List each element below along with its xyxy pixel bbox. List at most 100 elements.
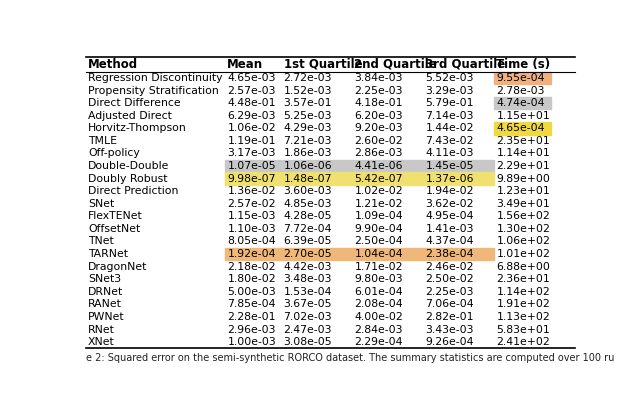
Text: 7.14e-03: 7.14e-03: [426, 111, 474, 121]
Text: 2.28e-01: 2.28e-01: [227, 312, 276, 322]
Text: 4.18e-01: 4.18e-01: [355, 98, 403, 108]
Text: RNet: RNet: [88, 325, 115, 335]
Text: 1.44e-02: 1.44e-02: [426, 123, 474, 133]
Text: 1.19e-01: 1.19e-01: [227, 136, 276, 146]
Text: 6.39e-05: 6.39e-05: [284, 236, 332, 247]
Text: 7.21e-03: 7.21e-03: [284, 136, 332, 146]
Text: SNet3: SNet3: [88, 274, 121, 284]
Text: 1.15e+01: 1.15e+01: [496, 111, 550, 121]
Text: 4.95e-04: 4.95e-04: [426, 211, 474, 222]
Text: SNet: SNet: [88, 199, 114, 209]
Bar: [225, 248, 282, 260]
Bar: [353, 172, 424, 185]
Text: 4.41e-06: 4.41e-06: [355, 161, 403, 171]
Bar: [282, 248, 353, 260]
Text: 7.02e-03: 7.02e-03: [284, 312, 332, 322]
Text: 4.42e-03: 4.42e-03: [284, 262, 332, 272]
Text: 3.17e-03: 3.17e-03: [227, 148, 276, 159]
Text: 7.43e-02: 7.43e-02: [426, 136, 474, 146]
Text: 3.29e-03: 3.29e-03: [426, 85, 474, 96]
Text: 4.65e-04: 4.65e-04: [496, 123, 545, 133]
Text: 2.18e-02: 2.18e-02: [227, 262, 276, 272]
Text: OffsetNet: OffsetNet: [88, 224, 140, 234]
Text: 2.41e+02: 2.41e+02: [496, 337, 550, 347]
Text: 9.98e-07: 9.98e-07: [227, 173, 276, 184]
Text: 9.20e-03: 9.20e-03: [355, 123, 403, 133]
Text: 4.48e-01: 4.48e-01: [227, 98, 276, 108]
Text: 2.25e-03: 2.25e-03: [355, 85, 403, 96]
Text: 3.08e-05: 3.08e-05: [284, 337, 332, 347]
Text: 9.26e-04: 9.26e-04: [426, 337, 474, 347]
Text: 1.80e-02: 1.80e-02: [227, 274, 276, 284]
Text: 3.67e-05: 3.67e-05: [284, 299, 332, 309]
Text: 1.00e-03: 1.00e-03: [227, 337, 276, 347]
Text: Method: Method: [88, 58, 138, 71]
Text: 1.94e-02: 1.94e-02: [426, 186, 474, 196]
Text: 4.65e-03: 4.65e-03: [227, 73, 276, 83]
Text: 2.86e-03: 2.86e-03: [355, 148, 403, 159]
Text: 5.25e-03: 5.25e-03: [284, 111, 332, 121]
Text: 1.45e-05: 1.45e-05: [426, 161, 474, 171]
Text: 1.01e+02: 1.01e+02: [496, 249, 550, 259]
Text: 1.06e+02: 1.06e+02: [496, 236, 550, 247]
Text: 8.05e-04: 8.05e-04: [227, 236, 276, 247]
Text: 5.00e-03: 5.00e-03: [227, 287, 276, 297]
Text: 4.28e-05: 4.28e-05: [284, 211, 332, 222]
Text: 2.35e+01: 2.35e+01: [496, 136, 550, 146]
Text: Time (s): Time (s): [496, 58, 550, 71]
Text: 2.60e-02: 2.60e-02: [355, 136, 403, 146]
Text: 2.70e-05: 2.70e-05: [284, 249, 332, 259]
Text: 4.11e-03: 4.11e-03: [426, 148, 474, 159]
Text: 1.37e-06: 1.37e-06: [426, 173, 474, 184]
Text: 1.41e-03: 1.41e-03: [426, 224, 474, 234]
Text: 5.79e-01: 5.79e-01: [426, 98, 474, 108]
Text: 7.06e-04: 7.06e-04: [426, 299, 474, 309]
Text: 4.37e-04: 4.37e-04: [426, 236, 474, 247]
Text: 2.46e-02: 2.46e-02: [426, 262, 474, 272]
Text: e 2: Squared error on the semi-synthetic RORCO dataset. The summary statistics a: e 2: Squared error on the semi-synthetic…: [86, 353, 614, 363]
Text: 5.52e-03: 5.52e-03: [426, 73, 474, 83]
Text: 3rd Quartile: 3rd Quartile: [426, 58, 506, 71]
Text: 2.57e-03: 2.57e-03: [227, 85, 276, 96]
Text: TARNet: TARNet: [88, 249, 128, 259]
Bar: [353, 248, 424, 260]
Text: 3.43e-03: 3.43e-03: [426, 325, 474, 335]
Text: 1.13e+02: 1.13e+02: [496, 312, 550, 322]
Text: 1.15e-03: 1.15e-03: [227, 211, 276, 222]
Text: Double-Double: Double-Double: [88, 161, 170, 171]
Text: 2.47e-03: 2.47e-03: [284, 325, 332, 335]
Bar: [282, 172, 353, 185]
Bar: [494, 72, 550, 84]
Text: 1.48e-07: 1.48e-07: [284, 173, 332, 184]
Text: 2.38e-04: 2.38e-04: [426, 249, 474, 259]
Text: 2.08e-04: 2.08e-04: [355, 299, 403, 309]
Text: 2nd Quartile: 2nd Quartile: [355, 58, 437, 71]
Text: Direct Prediction: Direct Prediction: [88, 186, 179, 196]
Text: 1.86e-03: 1.86e-03: [284, 148, 332, 159]
Bar: [225, 172, 282, 185]
Text: 1.53e-04: 1.53e-04: [284, 287, 332, 297]
Text: PWNet: PWNet: [88, 312, 125, 322]
Text: 2.72e-03: 2.72e-03: [284, 73, 332, 83]
Text: 2.29e-04: 2.29e-04: [355, 337, 403, 347]
Text: 1.06e-02: 1.06e-02: [227, 123, 276, 133]
Text: 2.29e+01: 2.29e+01: [496, 161, 550, 171]
Text: 1st Quartile: 1st Quartile: [284, 58, 362, 71]
Text: 3.57e-01: 3.57e-01: [284, 98, 332, 108]
Text: 4.29e-03: 4.29e-03: [284, 123, 332, 133]
Text: 5.83e+01: 5.83e+01: [496, 325, 550, 335]
Text: DragonNet: DragonNet: [88, 262, 147, 272]
Bar: [353, 160, 424, 172]
Bar: [225, 160, 282, 172]
Text: 1.71e-02: 1.71e-02: [355, 262, 403, 272]
Text: TMLE: TMLE: [88, 136, 117, 146]
Text: 1.92e-04: 1.92e-04: [227, 249, 276, 259]
Text: 7.72e-04: 7.72e-04: [284, 224, 332, 234]
Text: 1.07e-05: 1.07e-05: [227, 161, 276, 171]
Text: 9.89e+00: 9.89e+00: [496, 173, 550, 184]
Text: TNet: TNet: [88, 236, 114, 247]
Bar: [494, 122, 550, 134]
Text: 1.91e+02: 1.91e+02: [496, 299, 550, 309]
Text: Doubly Robust: Doubly Robust: [88, 173, 168, 184]
Bar: [282, 160, 353, 172]
